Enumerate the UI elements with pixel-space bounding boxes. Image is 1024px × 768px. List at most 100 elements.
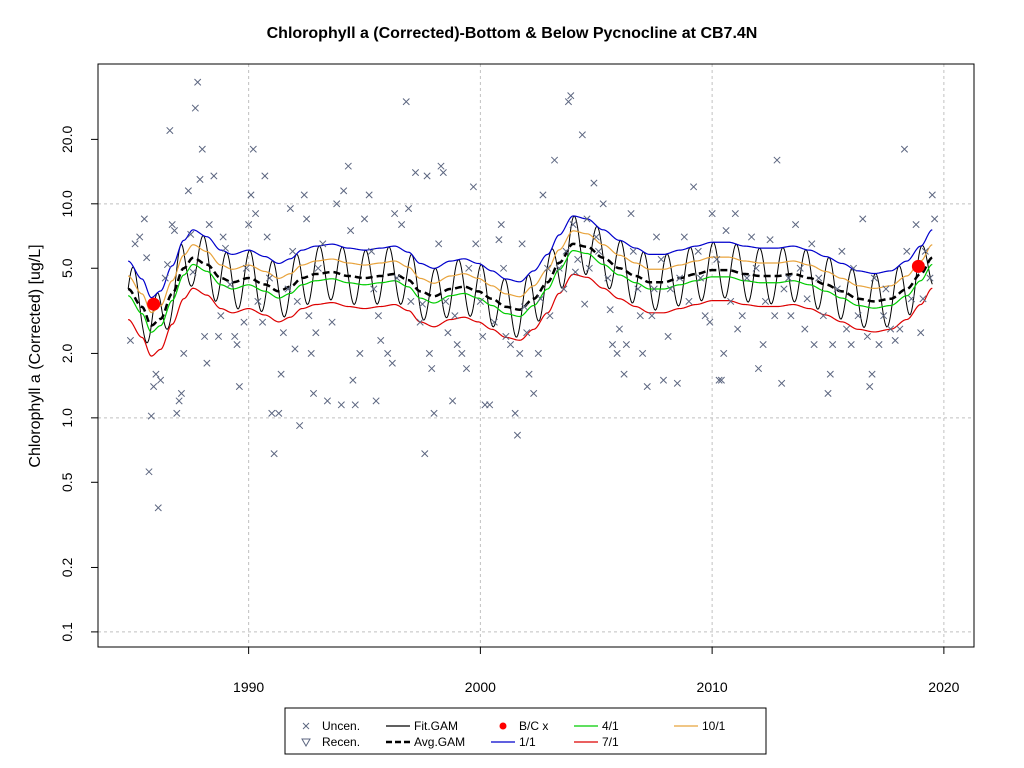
uncensored-point [303,215,311,223]
uncensored-point [157,376,165,384]
uncensored-point [516,349,524,357]
uncensored-point [402,98,410,106]
uncensored-point [648,312,656,320]
uncensored-point [404,205,413,213]
uncensored-point [442,297,450,305]
uncensored-point [518,240,526,248]
uncensored-point [261,172,269,180]
uncensored-point [444,329,452,337]
uncensored-point [919,295,927,303]
uncensored-point [351,401,359,409]
uncensored-point [309,389,318,398]
x-tick-label: 2000 [465,679,496,695]
uncensored-point [912,221,920,229]
uncensored-point [486,401,494,409]
uncensored-point [221,244,230,252]
uncensored-point [771,312,779,320]
uncensored-point [555,264,563,272]
uncensored-point [650,285,658,293]
uncensored-point [500,264,508,272]
uncensored-point [842,325,851,333]
uncensored-point [407,297,415,305]
date-0101-line [127,215,933,299]
uncensored-point [907,295,915,303]
uncensored-point [451,312,459,320]
uncensored-point [643,383,651,391]
uncensored-point [859,215,867,223]
legend-label: B/C x [519,719,548,733]
uncensored-point [659,376,668,384]
uncensored-point [773,156,781,164]
legend-x-marker [302,722,310,730]
uncensored-point [307,349,315,357]
uncensored-point [184,187,192,195]
uncensored-point [849,264,858,272]
uncensored-point [235,383,243,391]
uncensored-point [377,336,385,344]
uncensored-point [882,285,890,293]
uncensored-point [305,312,313,320]
uncensored-point [903,247,911,255]
uncensored-point [476,297,484,305]
uncensored-point [391,210,399,218]
uncensored-point [196,175,204,183]
uncensored-point [866,383,874,391]
uncensored-point [247,191,255,199]
uncensored-point [203,359,211,367]
uncensored-point [177,389,185,398]
legend: Uncen. Recen. Fit.GAM Avg.GAM B/C x 1/1 4/1 7/1… [284,707,767,755]
y-tick-label: 5.0 [59,258,75,278]
uncensored-point [613,349,621,357]
uncensored-point [928,191,936,199]
uncensored-point [569,221,577,229]
uncensored-point [701,312,709,320]
uncensored-point [560,285,568,293]
uncensored-point [370,285,378,293]
uncensored-point [430,409,438,417]
uncensored-point [323,397,331,405]
uncensored-point [803,295,811,303]
uncensored-point [511,409,519,417]
uncensored-point [214,332,223,341]
uncensored-point [534,349,542,357]
uncensored-point [523,329,531,337]
uncensored-point [449,397,457,405]
uncensored-point [590,179,598,187]
uncensored-point [847,341,855,349]
uncensored-point [435,240,443,248]
uncensored-point [525,370,533,378]
y-tick-label: 0.1 [59,622,75,642]
uncensored-point [562,247,570,255]
uncensored-point [506,341,515,349]
uncensored-point [479,332,487,341]
uncensored-point [439,168,447,177]
uncensored-point [147,412,155,420]
legend-label: Avg.GAM [414,735,465,749]
uncensored-point [627,210,635,218]
uncensored-point [854,312,862,320]
uncensored-point [502,332,510,341]
uncensored-point [530,389,538,398]
uncensored-point [824,389,832,398]
uncensored-point [615,325,623,333]
uncensored-point [258,318,267,326]
uncensored-point [126,336,134,344]
uncensored-point [416,318,424,326]
uncensored-point [694,247,702,255]
uncensored-point [595,247,603,255]
uncensored-point [279,329,287,337]
uncensored-point [608,341,617,349]
uncensored-point [145,468,153,476]
legend-item: Avg.GAM [386,735,465,749]
uncensored-point [465,264,473,272]
fit-gam-line [127,215,933,344]
uncensored-point [868,370,876,378]
uncensored-point [411,168,420,177]
uncensored-point [384,349,392,357]
axes: 1990 2000 2010 2020 0.1 0.2 0.5 1.0 2.0 5.0 10.0 20… [59,126,960,695]
uncensored-point [785,274,793,282]
uncensored-point [252,210,260,218]
uncensored-point [319,240,327,248]
legend-label: 10/1 [702,719,726,733]
uncensored-point [690,183,698,191]
